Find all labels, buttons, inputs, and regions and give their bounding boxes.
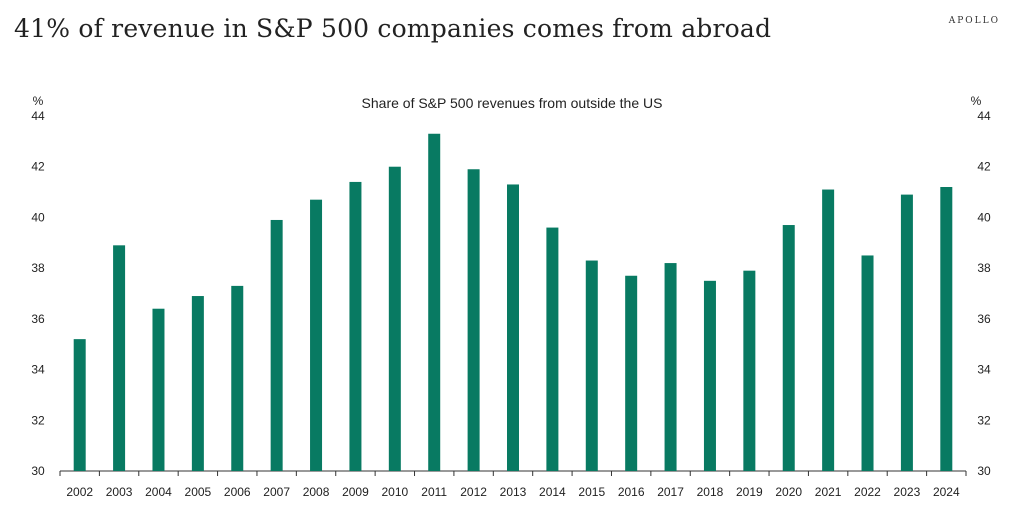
y-tick-label-left: 44 bbox=[31, 109, 45, 123]
y-tick-label-left: 34 bbox=[31, 363, 45, 377]
x-tick-label: 2014 bbox=[539, 485, 566, 499]
y-tick-label-left: 38 bbox=[31, 261, 45, 275]
x-tick-label: 2002 bbox=[66, 485, 93, 499]
x-tick-label: 2020 bbox=[775, 485, 802, 499]
y-tick-label-left: 36 bbox=[31, 312, 45, 326]
x-tick-label: 2023 bbox=[894, 485, 921, 499]
x-tick-label: 2005 bbox=[185, 485, 212, 499]
bar-2019 bbox=[743, 270, 756, 471]
bar-2021 bbox=[822, 189, 835, 472]
brand-logo: APOLLO bbox=[948, 16, 1000, 26]
y-tick-label-right: 32 bbox=[977, 413, 991, 427]
bar-2022 bbox=[861, 255, 874, 471]
x-tick-label: 2010 bbox=[381, 485, 408, 499]
y-tick-label-right: 34 bbox=[977, 363, 991, 377]
x-tick-label: 2008 bbox=[303, 485, 330, 499]
x-tick-label: 2022 bbox=[854, 485, 881, 499]
x-tick-label: 2017 bbox=[657, 485, 684, 499]
bar-2009 bbox=[349, 181, 362, 471]
y-tick-label-right: 42 bbox=[977, 160, 991, 174]
y-tick-label-right: 44 bbox=[977, 109, 991, 123]
x-tick-label: 2024 bbox=[933, 485, 960, 499]
y-tick-label-left: 40 bbox=[31, 210, 45, 224]
x-tick-label: 2007 bbox=[263, 485, 290, 499]
bar-2006 bbox=[231, 285, 244, 471]
y-tick-label-right: 38 bbox=[977, 261, 991, 275]
y-tick-label-left: 42 bbox=[31, 160, 45, 174]
bar-2018 bbox=[703, 280, 716, 471]
y-axis-unit-left: % bbox=[33, 94, 44, 108]
y-tick-label-left: 30 bbox=[31, 464, 45, 478]
x-tick-label: 2015 bbox=[578, 485, 605, 499]
bar-2014 bbox=[546, 227, 559, 471]
bar-2002 bbox=[73, 339, 86, 471]
y-tick-label-right: 36 bbox=[977, 312, 991, 326]
x-tick-label: 2006 bbox=[224, 485, 251, 499]
page-title: 41% of revenue in S&P 500 companies come… bbox=[14, 14, 772, 43]
bar-2017 bbox=[664, 263, 677, 471]
x-tick-label: 2009 bbox=[342, 485, 369, 499]
y-axis-unit-right: % bbox=[971, 94, 982, 108]
bar-2007 bbox=[270, 219, 283, 471]
y-tick-label-left: 32 bbox=[31, 413, 45, 427]
bar-2005 bbox=[191, 296, 204, 471]
bar-2016 bbox=[625, 275, 638, 471]
bar-2023 bbox=[900, 194, 913, 471]
x-tick-label: 2019 bbox=[736, 485, 763, 499]
bar-2011 bbox=[428, 133, 441, 471]
bar-2012 bbox=[467, 169, 480, 471]
x-tick-label: 2003 bbox=[106, 485, 133, 499]
bar-2008 bbox=[310, 199, 323, 471]
x-tick-label: 2011 bbox=[421, 485, 447, 499]
x-tick-label: 2004 bbox=[145, 485, 172, 499]
bar-2004 bbox=[152, 308, 165, 471]
x-tick-label: 2018 bbox=[697, 485, 724, 499]
bar-2003 bbox=[113, 245, 126, 471]
chart-title: Share of S&P 500 revenues from outside t… bbox=[362, 95, 663, 111]
bar-2015 bbox=[585, 260, 598, 471]
x-tick-label: 2021 bbox=[815, 485, 842, 499]
bar-2024 bbox=[940, 187, 953, 471]
bar-2020 bbox=[782, 225, 795, 471]
y-tick-label-right: 40 bbox=[977, 210, 991, 224]
y-tick-label-right: 30 bbox=[977, 464, 991, 478]
bar-2013 bbox=[507, 184, 519, 471]
x-tick-label: 2016 bbox=[618, 485, 645, 499]
x-tick-label: 2012 bbox=[460, 485, 487, 499]
bar-2010 bbox=[388, 166, 401, 471]
x-tick-label: 2013 bbox=[500, 485, 527, 499]
